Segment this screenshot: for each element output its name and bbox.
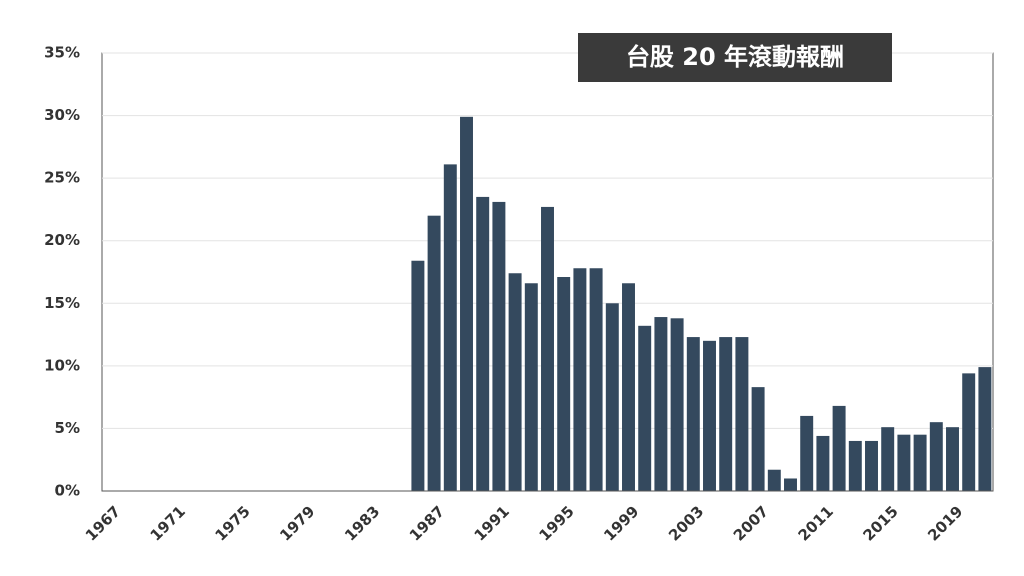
bar [962,373,976,491]
x-tick-label: 1999 [600,502,642,544]
y-tick-label: 20% [44,231,80,249]
x-tick-label: 1975 [211,502,253,544]
x-tick-label: 2003 [665,502,707,544]
bar [832,405,846,491]
bar [881,427,895,491]
bar [751,387,765,491]
bar [686,337,700,491]
bar [784,478,797,491]
bar [929,422,943,491]
bar [541,206,554,491]
bar [427,215,441,491]
bar [622,283,635,491]
bar [557,277,571,491]
bar [492,201,506,492]
y-tick-label: 30% [44,106,80,124]
x-tick-label: 1987 [406,502,448,544]
x-tick-label: 2019 [924,502,966,544]
bar [654,317,668,491]
bar [735,337,749,491]
bar [638,325,652,491]
x-tick-label: 1983 [341,502,383,544]
bar [476,196,490,491]
bar [508,273,522,491]
chart-title: 台股 20 年滾動報酬 [626,43,844,71]
bar [411,260,425,491]
x-tick-label: 2011 [795,502,837,544]
y-tick-label: 0% [55,482,80,500]
bar [800,415,814,491]
y-tick-label: 25% [44,169,80,187]
y-tick-label: 10% [44,356,80,374]
x-tick-label: 1979 [276,502,318,544]
bar [703,340,716,491]
bar [848,440,862,491]
x-tick-label: 2015 [859,502,901,544]
bar [589,268,603,491]
x-tick-label: 1991 [471,502,513,544]
bar [524,283,538,491]
bar [767,469,781,491]
bar [443,164,457,491]
bar [573,268,587,491]
bar [605,303,619,491]
x-tick-label: 1967 [82,502,124,544]
y-tick-label: 5% [55,419,80,437]
x-tick-label: 2007 [730,502,772,544]
bar [913,434,927,491]
bar [719,337,733,491]
x-tick-label: 1995 [535,502,577,544]
y-tick-label: 35% [44,44,80,62]
bar [865,440,878,491]
y-tick-label: 15% [44,294,80,312]
bar [946,427,959,491]
bar [460,116,473,491]
x-tick-label: 1971 [147,502,189,544]
bar [670,318,684,491]
bar [816,435,830,491]
bar [897,434,911,491]
bar [978,367,992,491]
title-box [578,33,892,82]
